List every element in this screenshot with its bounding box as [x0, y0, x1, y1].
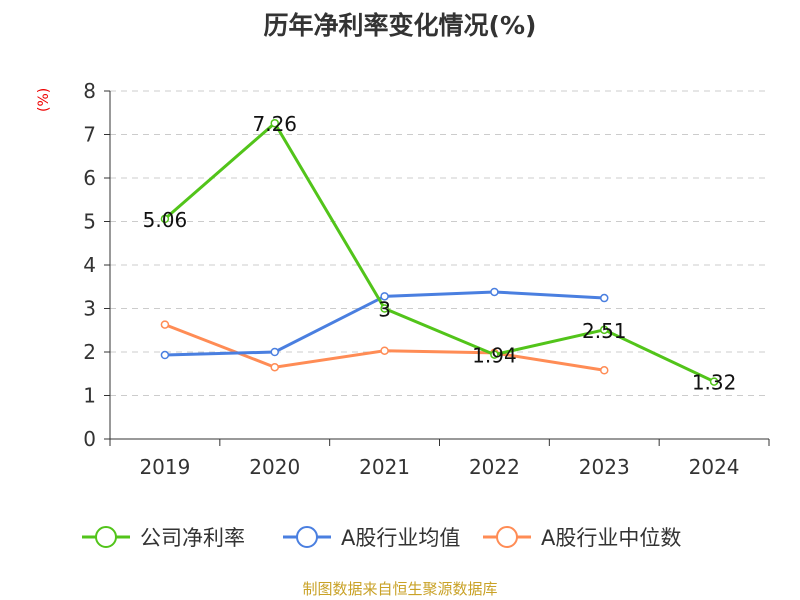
y-tick-label: 2 — [83, 340, 96, 364]
y-tick-label: 4 — [83, 253, 96, 277]
data-label: 3 — [378, 298, 391, 322]
data-point — [270, 118, 279, 128]
data-point — [600, 293, 609, 303]
data-label: 2.51 — [582, 319, 627, 343]
x-tick-label: 2022 — [469, 455, 520, 479]
source-note: 制图数据来自恒生聚源数据库 — [302, 580, 498, 598]
data-label: 5.06 — [143, 208, 188, 232]
x-tick-label: 2020 — [249, 455, 300, 479]
legend-marker — [296, 526, 318, 548]
data-point — [600, 325, 609, 335]
data-label: 7.26 — [252, 112, 297, 136]
data-point — [380, 346, 389, 355]
x-tick-label: 2024 — [689, 455, 740, 479]
data-point — [490, 350, 499, 359]
data-point — [270, 362, 279, 372]
data-point — [270, 347, 279, 357]
y-tick-label: 7 — [83, 123, 96, 147]
legend-marker — [496, 526, 518, 548]
data-point — [709, 377, 719, 386]
x-tick-label: 2021 — [359, 455, 410, 479]
data-point — [600, 366, 609, 375]
data-point — [380, 292, 389, 301]
data-label: 1.94 — [472, 344, 517, 368]
data-point — [160, 320, 170, 329]
data-point — [160, 350, 170, 360]
chart-title: 历年净利率变化情况(%) — [263, 11, 537, 40]
y-tick-label: 5 — [83, 210, 96, 234]
y-tick-label: 0 — [83, 427, 96, 451]
y-tick-label: 3 — [83, 297, 96, 321]
data-label: 1.32 — [692, 371, 737, 395]
legend-marker — [95, 526, 117, 548]
y-tick-label: 6 — [83, 166, 96, 190]
y-tick-label: 8 — [83, 79, 96, 103]
x-tick-label: 2023 — [579, 455, 630, 479]
legend-label: 公司净利率 — [140, 526, 245, 550]
legend-label: A股行业中位数 — [541, 526, 681, 550]
data-point — [380, 304, 389, 313]
legend-label: A股行业均值 — [341, 526, 460, 550]
x-tick-label: 2019 — [139, 455, 190, 479]
data-point — [490, 287, 499, 297]
y-tick-label: 1 — [83, 384, 96, 408]
data-point — [160, 214, 170, 224]
series-line — [163, 120, 715, 383]
